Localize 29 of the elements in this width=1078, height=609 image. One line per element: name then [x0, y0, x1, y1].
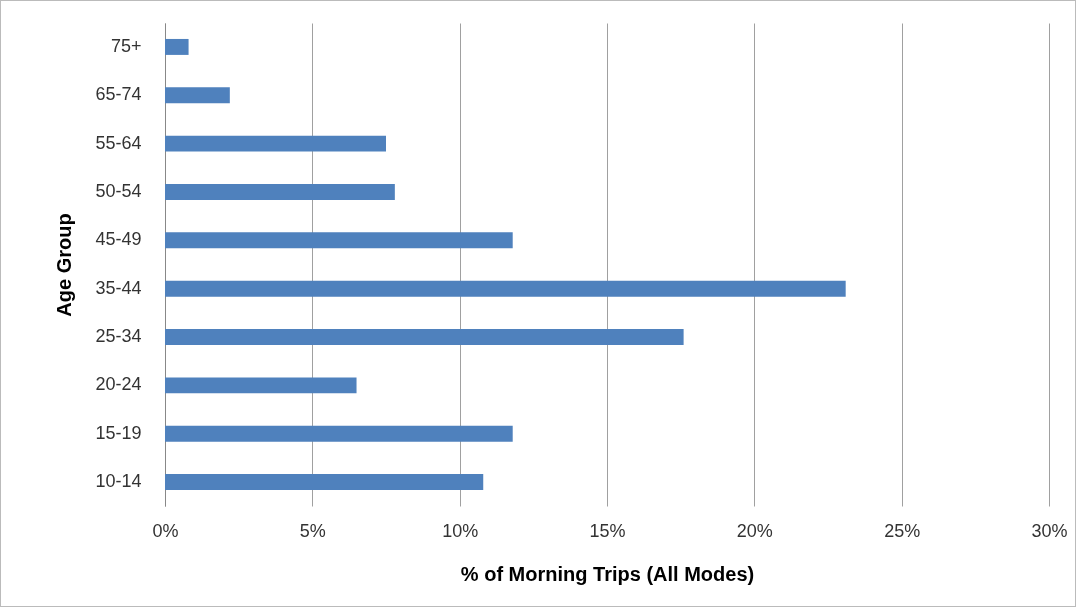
bar	[165, 377, 357, 394]
x-tick-label: 30%	[1031, 520, 1068, 541]
y-tick-label: 15-19	[95, 422, 142, 443]
x-tick-label: 5%	[299, 520, 326, 541]
x-tick-label: 20%	[736, 520, 773, 541]
y-tick-label: 50-54	[95, 180, 142, 201]
bar	[165, 425, 513, 442]
y-tick-label: 20-24	[95, 374, 142, 395]
y-axis-title: Age Group	[53, 213, 76, 317]
x-axis-title: % of Morning Trips (All Modes)	[460, 562, 755, 585]
bar	[165, 329, 684, 345]
bar	[165, 135, 386, 152]
y-tick-label: 45-49	[95, 229, 142, 250]
x-tick-label: 10%	[442, 520, 479, 541]
x-tick-label: 15%	[589, 520, 626, 541]
y-tick-label: 75+	[110, 35, 142, 56]
x-tick-label: 0%	[152, 520, 179, 541]
y-tick-label: 65-74	[95, 84, 142, 105]
bar	[165, 38, 189, 55]
bar	[165, 184, 395, 200]
y-tick-label: 10-14	[95, 471, 142, 492]
bar	[165, 474, 484, 491]
y-tick-label: 55-64	[95, 132, 142, 153]
y-tick-label: 25-34	[95, 326, 142, 347]
bar	[165, 87, 230, 104]
x-tick-label: 25%	[884, 520, 921, 541]
y-tick-label: 35-44	[95, 277, 142, 298]
bar	[165, 280, 846, 297]
bar	[165, 232, 513, 249]
